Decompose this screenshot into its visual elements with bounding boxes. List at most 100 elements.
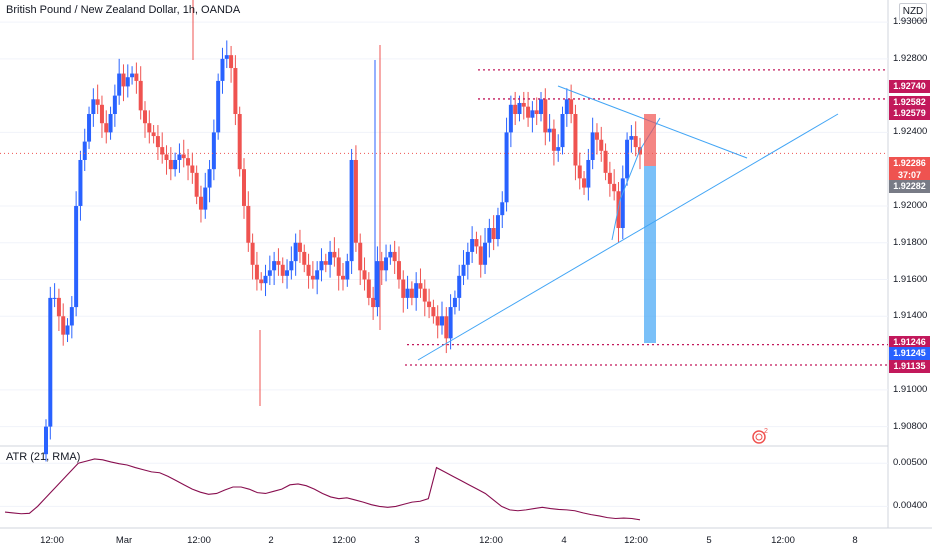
candle-body bbox=[594, 132, 599, 140]
price-tag: 1.92579 bbox=[889, 107, 930, 120]
price-tick-label: 1.91000 bbox=[893, 383, 928, 395]
candle-body bbox=[328, 251, 333, 265]
candle-body bbox=[431, 307, 436, 317]
candle-body bbox=[246, 205, 251, 243]
candle-body bbox=[633, 136, 638, 148]
candle-body bbox=[526, 106, 531, 118]
price-tag: 1.92282 bbox=[889, 180, 930, 193]
candle-body bbox=[112, 95, 117, 115]
candle-body bbox=[491, 228, 496, 240]
candle-body bbox=[401, 279, 406, 298]
candle-body bbox=[254, 264, 259, 280]
candle-body bbox=[543, 99, 548, 133]
time-tick-label: 8 bbox=[852, 535, 858, 546]
candle-body bbox=[143, 110, 147, 124]
candle-body bbox=[452, 297, 457, 308]
atr-tick-label: 0.00400 bbox=[893, 500, 928, 512]
price-tick-label: 1.91800 bbox=[893, 236, 928, 248]
candle-body bbox=[95, 99, 100, 105]
price-tag: 1.92582 bbox=[889, 96, 930, 109]
time-tick-label: Mar bbox=[115, 535, 133, 546]
candle-body bbox=[427, 301, 432, 308]
candle-body bbox=[164, 154, 169, 160]
candle-body bbox=[405, 288, 410, 298]
candle-body bbox=[293, 242, 298, 262]
time-tick-label: 5 bbox=[706, 535, 712, 546]
candle-body bbox=[500, 202, 505, 216]
candle-body bbox=[564, 99, 569, 115]
candle-body bbox=[336, 257, 341, 276]
candle-body bbox=[470, 239, 475, 252]
candle-body bbox=[375, 261, 380, 308]
candle-body bbox=[547, 128, 552, 133]
price-tag: 1.92286 bbox=[889, 157, 930, 170]
candle-body bbox=[263, 275, 268, 284]
candle-body bbox=[620, 178, 625, 229]
candle-body bbox=[366, 279, 371, 298]
trendline-lower bbox=[417, 113, 839, 361]
candle-body bbox=[534, 110, 539, 115]
candle-body bbox=[517, 102, 522, 115]
price-tag: 1.91246 bbox=[889, 336, 930, 349]
candle-body bbox=[242, 169, 246, 206]
candle-body bbox=[52, 297, 57, 299]
candle-body bbox=[474, 239, 479, 247]
candle-body bbox=[504, 132, 509, 203]
candle-body bbox=[612, 183, 617, 192]
candle-body bbox=[229, 55, 234, 69]
candle-body bbox=[508, 104, 513, 133]
candle-body bbox=[560, 114, 565, 148]
candle-body bbox=[87, 114, 92, 142]
candle-body bbox=[186, 158, 191, 166]
candle-body bbox=[56, 297, 61, 317]
candle-body bbox=[422, 288, 427, 302]
candle-body bbox=[104, 123, 109, 133]
candle-body bbox=[203, 187, 208, 210]
candle-body bbox=[577, 165, 582, 179]
candle-body bbox=[440, 316, 444, 326]
candle-body bbox=[276, 261, 281, 265]
price-tag: 1.91135 bbox=[889, 360, 930, 373]
candle-body bbox=[319, 261, 324, 271]
candle-body bbox=[582, 178, 587, 188]
candle-body bbox=[444, 316, 449, 339]
candle-body bbox=[478, 246, 483, 265]
time-tick-label: 12:00 bbox=[771, 535, 795, 546]
candle-body bbox=[250, 242, 255, 265]
candle-body bbox=[108, 114, 113, 133]
currency-selector[interactable]: NZD bbox=[899, 3, 927, 21]
time-tick-label: 12:00 bbox=[332, 535, 356, 546]
candle-body bbox=[160, 147, 165, 155]
candle-body bbox=[61, 316, 66, 335]
candle-body bbox=[99, 104, 104, 124]
candle-body bbox=[371, 297, 376, 308]
candle-body bbox=[409, 288, 414, 298]
candle-body bbox=[138, 80, 143, 111]
time-tick-label: 3 bbox=[414, 535, 420, 546]
candle-body bbox=[379, 261, 384, 271]
candle-body bbox=[461, 264, 466, 276]
candle-body bbox=[168, 159, 173, 170]
price-tick-label: 1.92400 bbox=[893, 126, 928, 138]
candle-body bbox=[220, 58, 225, 81]
candle-body bbox=[332, 251, 337, 258]
candle-body bbox=[556, 147, 561, 151]
candle-body bbox=[573, 114, 578, 166]
candle-body bbox=[134, 73, 139, 81]
candle-body bbox=[569, 99, 574, 115]
candle-body bbox=[177, 154, 182, 160]
price-tag: 1.92740 bbox=[889, 80, 930, 93]
candle-body bbox=[285, 270, 290, 276]
atr-line bbox=[4, 458, 641, 521]
candle-body bbox=[629, 136, 634, 140]
atr-indicator-label[interactable]: ATR (21, RMA) bbox=[6, 451, 81, 463]
candle-body bbox=[607, 172, 612, 184]
candle-body bbox=[207, 169, 212, 188]
time-tick-label: 2 bbox=[268, 535, 274, 546]
candle-body bbox=[345, 261, 350, 280]
candle-body bbox=[487, 228, 492, 243]
candle-body bbox=[224, 55, 229, 59]
alert-badge-icon[interactable]: 2 bbox=[752, 427, 770, 445]
candle-body bbox=[483, 242, 488, 265]
